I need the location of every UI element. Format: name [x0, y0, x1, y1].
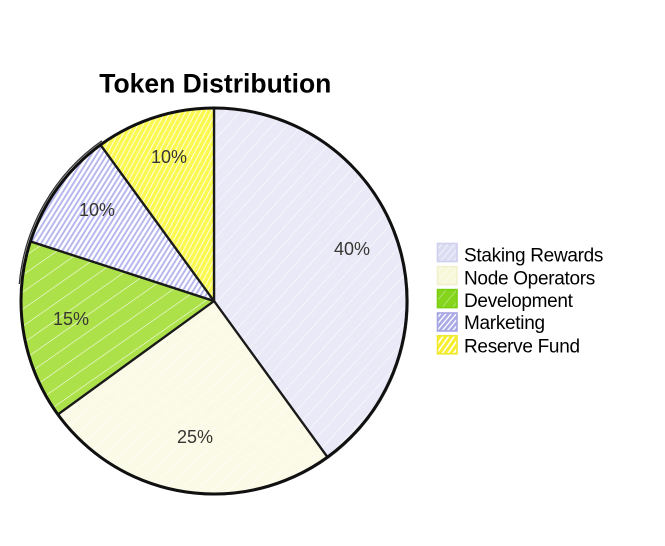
svg-text:Marketing: Marketing [464, 313, 545, 334]
svg-text:15%: 15% [53, 309, 89, 329]
svg-text:Staking Rewards: Staking Rewards [464, 246, 603, 267]
svg-text:Reserve Fund: Reserve Fund [464, 337, 580, 358]
svg-text:Node Operators: Node Operators [464, 269, 595, 290]
svg-text:25%: 25% [177, 427, 213, 447]
svg-text:Token Distribution: Token Distribution [99, 69, 331, 99]
svg-text:10%: 10% [79, 200, 115, 220]
svg-text:Development: Development [464, 291, 574, 312]
svg-text:10%: 10% [151, 147, 187, 167]
svg-text:40%: 40% [334, 239, 370, 259]
